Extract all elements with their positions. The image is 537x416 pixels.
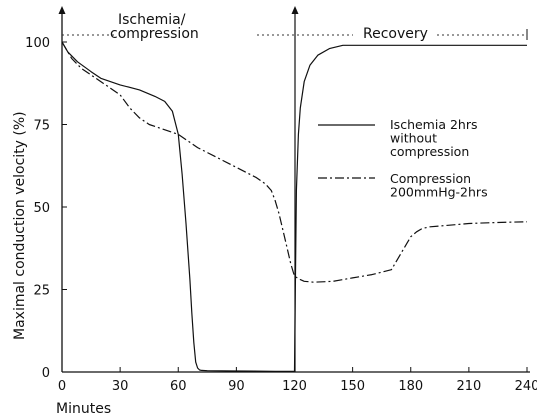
phase-label-recovery: Recovery [363,26,428,42]
series-line-1 [61,41,527,372]
legend-line: Compression [390,171,471,186]
phase-label-ischemia-line2: compression [110,26,199,42]
phase-label-ischemia-line1: Ischemia/ [118,12,186,28]
x-axis-title: Minutes [56,401,111,416]
y-tick-label: 50 [33,201,50,216]
x-tick-label: 60 [170,379,187,394]
y-axis-title: Maximal conduction velocity (%) [12,111,28,340]
x-tick-label: 210 [456,379,481,394]
x-tick-label: 150 [340,379,365,394]
x-tick-label: 90 [228,379,245,394]
axis-ticks: 0 30 60 90 120 150 180 210 240 0 25 50 75 100 [25,36,537,394]
y-tick-label: 75 [33,119,50,134]
legend-label-series-1: Ischemia 2hrs without compression [390,117,478,159]
y-axis-arrow [58,6,66,14]
series-group [61,41,528,372]
x-tick-label: 120 [282,379,307,394]
x-tick-label: 180 [398,379,423,394]
legend-line: without [390,131,437,146]
axes [58,6,530,373]
legend-label-series-2: Compression 200mmHg-2hrs [390,171,488,200]
legend-line: compression [390,144,469,159]
series-line-2 [61,41,528,283]
x-tick-label: 0 [58,379,66,394]
legend: Ischemia 2hrs without compression Compress… [318,117,488,200]
y-tick-label: 0 [42,366,50,381]
phase-annotations: Ischemia/ compression Recovery [62,6,528,372]
x-tick-label: 240 [515,379,537,394]
phase-divider-arrow [291,6,299,14]
y-tick-label: 25 [33,284,50,299]
y-tick-label: 100 [25,36,50,51]
legend-line: Ischemia 2hrs [390,117,478,132]
phase-label-bg-recovery [353,24,435,42]
x-tick-label: 30 [112,379,129,394]
legend-line: 200mmHg-2hrs [390,185,488,200]
phase-label-bg-ischemia [117,10,257,44]
